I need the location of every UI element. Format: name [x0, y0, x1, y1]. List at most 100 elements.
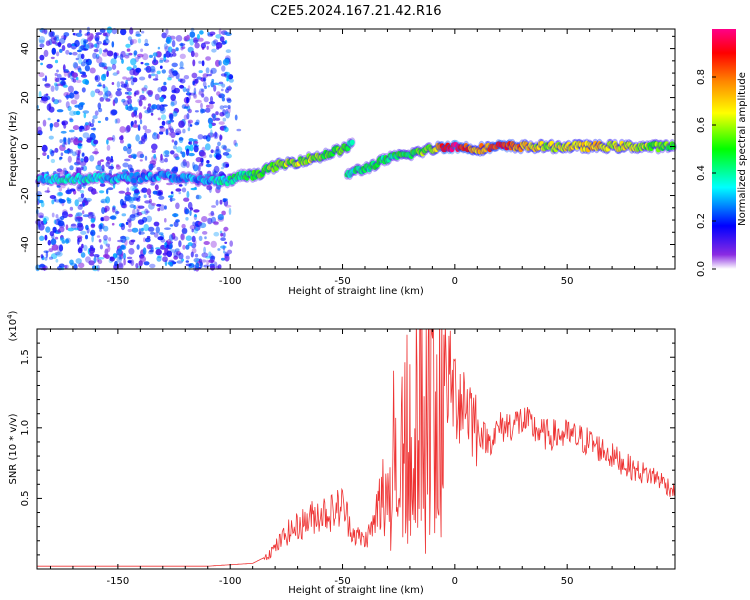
heatmap-cell — [127, 98, 132, 105]
heatmap-cell — [150, 112, 154, 116]
heatmap-cell — [140, 30, 145, 34]
heatmap-cell — [165, 128, 169, 136]
heatmap-cell — [82, 202, 85, 207]
x-tick-label: -50 — [334, 276, 350, 287]
y-tick-label: 1.0 — [20, 420, 31, 436]
heatmap-cell — [126, 219, 132, 222]
heatmap-cell — [98, 239, 102, 243]
heatmap-cell — [116, 70, 120, 75]
snr-y-axis-label: SNR (10 * v/v) — [8, 413, 19, 484]
heatmap-cell — [179, 61, 184, 69]
heatmap-cell — [210, 149, 214, 153]
heatmap-cell — [159, 59, 164, 64]
heatmap-cell — [164, 158, 168, 163]
heatmap-cell — [206, 104, 210, 108]
heatmap-cell — [219, 134, 223, 142]
heatmap-cell — [64, 149, 70, 154]
heatmap-cell — [126, 125, 131, 132]
heatmap-cell — [49, 231, 55, 237]
heatmap-cell — [87, 212, 94, 219]
heatmap-cell — [82, 210, 85, 215]
heatmap-cell — [215, 42, 223, 49]
heatmap-cell — [44, 256, 48, 261]
heatmap-cell — [208, 251, 212, 258]
heatmap-cell — [107, 159, 111, 165]
heatmap-cell — [75, 212, 83, 217]
heatmap-cell — [185, 161, 190, 168]
heatmap-cell — [170, 150, 175, 155]
heatmap-cell — [122, 201, 127, 206]
heatmap-cell — [51, 244, 59, 251]
heatmap-cell — [190, 187, 198, 191]
heatmap-cell — [62, 142, 65, 148]
heatmap-cell — [132, 77, 138, 83]
heatmap-cell — [114, 260, 118, 267]
heatmap-cell — [148, 250, 154, 255]
heatmap-cell — [53, 121, 60, 128]
heatmap-cell — [121, 213, 127, 217]
x-tick-label: -150 — [107, 576, 130, 587]
heatmap-cell — [140, 48, 144, 53]
heatmap-cell — [179, 84, 185, 89]
heatmap-cell — [205, 107, 211, 113]
heatmap-cell — [202, 173, 209, 179]
heatmap-cell — [60, 130, 67, 134]
x-tick-label: -100 — [219, 576, 242, 587]
heatmap-cell — [175, 219, 180, 223]
heatmap-cell — [67, 199, 72, 204]
heatmap-cell — [171, 40, 176, 48]
heatmap-cell — [171, 62, 178, 68]
heatmap-cell — [65, 189, 72, 195]
heatmap-cell — [179, 43, 186, 47]
heatmap-cell — [63, 71, 68, 77]
heatmap-cell — [127, 228, 133, 233]
heatmap-cell — [186, 190, 190, 199]
heatmap-cell — [135, 67, 142, 73]
heatmap-cell — [74, 216, 79, 221]
heatmap-cell — [41, 172, 45, 177]
heatmap-cell — [185, 244, 190, 250]
heatmap-cell — [104, 32, 111, 37]
heatmap-cell — [173, 87, 180, 94]
heatmap-cell — [198, 88, 204, 96]
heatmap-cell — [136, 89, 140, 96]
heatmap-cell — [118, 190, 126, 194]
heatmap-cell — [116, 88, 122, 91]
heatmap-cell — [185, 217, 189, 221]
heatmap-cell — [84, 44, 90, 50]
heatmap-cell — [106, 144, 111, 151]
heatmap-cell — [78, 140, 83, 144]
heatmap-cell — [183, 197, 190, 202]
heatmap-cell — [65, 101, 70, 109]
heatmap-cell — [188, 141, 191, 145]
heatmap-cell — [77, 247, 83, 254]
heatmap-cell — [63, 123, 67, 129]
snr-frame — [36, 328, 676, 570]
heatmap-cell — [127, 260, 132, 264]
heatmap-cell — [199, 162, 204, 167]
heatmap-cell — [203, 264, 210, 268]
heatmap-cell — [151, 202, 156, 206]
heatmap-cell — [59, 170, 65, 175]
heatmap-cell — [225, 88, 230, 94]
heatmap-cell — [145, 65, 152, 73]
heatmap-cell — [79, 190, 85, 194]
heatmap-cell — [216, 91, 221, 96]
heatmap-cell — [174, 140, 178, 146]
heatmap-cell — [199, 30, 204, 35]
heatmap-cell — [105, 116, 109, 121]
heatmap-cell — [186, 113, 190, 120]
heatmap-cell — [184, 181, 187, 187]
heatmap-cell — [198, 235, 203, 241]
heatmap-cell — [191, 235, 196, 243]
heatmap-cell — [37, 126, 42, 133]
heatmap-cell — [228, 78, 234, 83]
heatmap-cell — [130, 153, 138, 159]
heatmap-cell — [142, 125, 148, 130]
heatmap-cell — [185, 148, 190, 156]
heatmap-cell — [96, 40, 103, 45]
heatmap-cell — [225, 49, 232, 53]
heatmap-cell — [70, 223, 76, 227]
heatmap-cell — [223, 125, 227, 129]
